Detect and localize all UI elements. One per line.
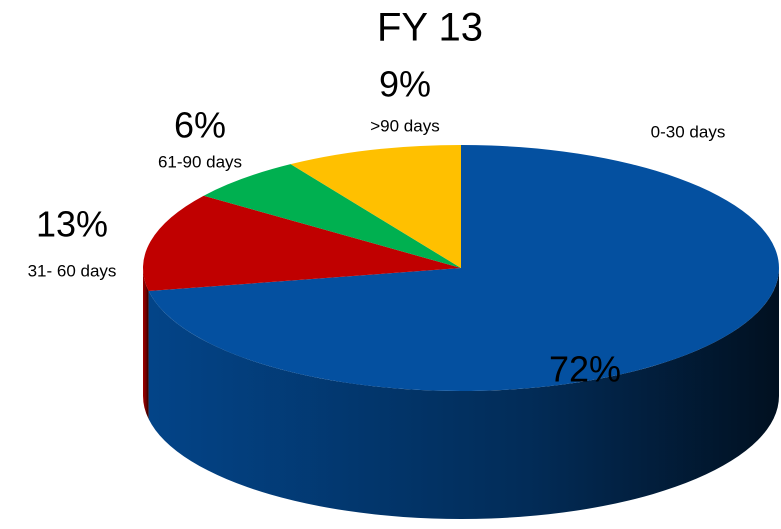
- pie-slice: [148, 145, 780, 392]
- category-label: >90 days: [370, 116, 439, 135]
- category-label: 31- 60 days: [28, 261, 117, 280]
- pie-slice: [143, 195, 461, 292]
- category-label: 0-30 days: [651, 122, 726, 141]
- pie-side: [143, 268, 149, 420]
- data-label: 13%: [36, 204, 108, 245]
- category-label: 61-90 days: [158, 152, 242, 171]
- pie-slice: [203, 164, 461, 268]
- pie-side: [148, 268, 779, 519]
- data-label: 72%: [549, 349, 621, 390]
- data-label: 9%: [379, 64, 431, 105]
- chart-title: FY 13: [377, 6, 483, 50]
- pie-tops: [143, 145, 780, 392]
- pie-slice: [290, 145, 461, 268]
- pie-sides: [143, 268, 779, 519]
- data-label: 6%: [174, 105, 226, 146]
